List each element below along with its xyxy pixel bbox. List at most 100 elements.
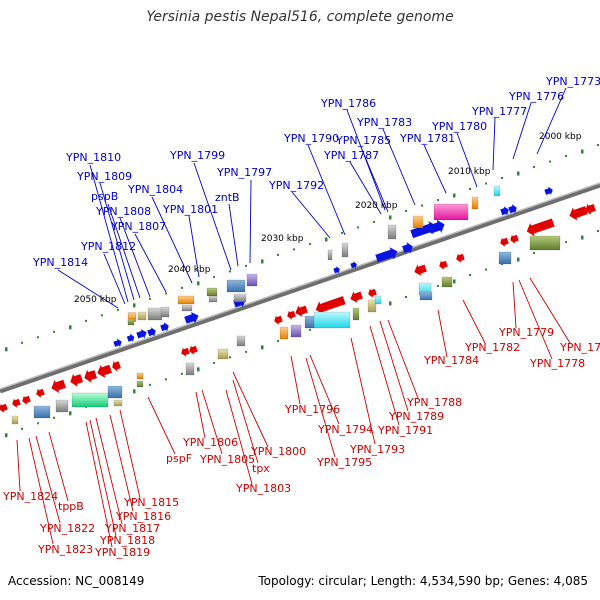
gene-label-bottom[interactable]: pspF — [166, 452, 192, 465]
gene-arrow — [456, 253, 465, 263]
gene-label-bottom[interactable]: YPN_1816 — [115, 510, 171, 523]
track-dot — [437, 284, 439, 287]
gene-label-bottom[interactable]: YPN_1800 — [250, 445, 306, 458]
gene-label-bottom[interactable]: YPN_1789 — [388, 410, 444, 423]
gene-box — [498, 251, 512, 265]
gene-box — [471, 196, 479, 210]
gene-label-bottom[interactable]: YPN_1806 — [182, 436, 238, 449]
gene-label-bottom[interactable]: YPN_1788 — [406, 396, 462, 409]
gene-label-bottom[interactable]: YPN_1796 — [284, 403, 340, 416]
leader-line-top — [512, 102, 532, 160]
gene-arrow — [22, 395, 31, 405]
gene-label-bottom[interactable]: YPN_1793 — [349, 443, 405, 456]
gene-label-top[interactable]: YPN_1785 — [335, 134, 391, 147]
gene-label-bottom[interactable]: YPN_1778 — [529, 357, 585, 370]
track-dot — [437, 198, 439, 201]
gene-label-bottom[interactable]: YPN_1819 — [94, 546, 150, 559]
track-dot — [565, 155, 567, 158]
gene-arrow-shape — [510, 234, 519, 244]
gene-label-top[interactable]: YPN_1773 — [545, 75, 600, 88]
gene-arrow-shape — [70, 373, 84, 387]
scale-tick-label: 2020 kbp — [355, 201, 398, 211]
gene-label-top[interactable]: YPN_1786 — [320, 97, 376, 110]
leader-line-bottom — [379, 320, 409, 412]
gene-label-top[interactable]: YPN_1776 — [508, 90, 564, 103]
leader-line-top — [107, 203, 141, 299]
gene-label-bottom[interactable]: YPN_1775 — [559, 341, 600, 354]
gene-label-top[interactable]: YPN_1814 — [32, 256, 88, 269]
gene-arrow — [126, 333, 135, 343]
gene-box — [127, 318, 135, 326]
gene-label-bottom[interactable]: tppB — [58, 500, 84, 513]
gene-arrow — [500, 237, 509, 247]
gene-label-top[interactable]: YPN_1808 — [95, 205, 151, 218]
track-dot — [373, 220, 375, 223]
gene-label-bottom[interactable]: YPN_1803 — [235, 482, 291, 495]
gene-box — [493, 185, 501, 197]
gene-label-bottom[interactable]: YPN_1791 — [377, 424, 433, 437]
gene-label-bottom[interactable]: YPN_1817 — [104, 522, 160, 535]
gene-label-top[interactable]: YPN_1807 — [110, 220, 166, 233]
gene-label-bottom[interactable]: YPN_1815 — [123, 496, 179, 509]
gene-box — [181, 304, 193, 312]
gene-arrow — [274, 315, 283, 325]
gene-label-top[interactable]: YPN_1799 — [169, 149, 225, 162]
scale-tick-label: 2040 kbp — [168, 265, 211, 275]
scale-tick-label: 2050 kbp — [74, 295, 117, 305]
gene-label-top[interactable]: YPN_1790 — [283, 132, 339, 145]
gene-label-top[interactable]: YPN_1780 — [431, 120, 487, 133]
track-dot — [565, 241, 567, 244]
gene-label-bottom[interactable]: YPN_1805 — [199, 453, 255, 466]
gene-label-bottom[interactable]: YPN_1823 — [37, 543, 93, 556]
gene-label-top[interactable]: YPN_1801 — [162, 203, 218, 216]
gene-arrow-shape — [428, 219, 445, 234]
gene-label-top[interactable]: YPN_1804 — [127, 183, 183, 196]
track-dot — [181, 372, 183, 375]
gene-label-top[interactable]: YPN_1781 — [399, 132, 455, 145]
gene-label-bottom[interactable]: YPN_1822 — [39, 522, 95, 535]
gene-label-bottom[interactable]: YPN_1794 — [317, 423, 373, 436]
genome-backbone-highlight — [0, 182, 600, 390]
gene-arrow — [569, 206, 588, 221]
leader-line-top — [382, 128, 416, 206]
gene-label-bottom[interactable]: YPN_1784 — [423, 354, 479, 367]
track-dot — [325, 237, 328, 242]
gene-label-top[interactable]: YPN_1792 — [268, 179, 324, 192]
track-dot — [229, 270, 231, 273]
gene-label-top[interactable]: pspB — [91, 190, 118, 203]
gene-label-top[interactable]: YPN_1797 — [216, 166, 272, 179]
leader-line-bottom — [95, 417, 123, 525]
track-dot — [181, 286, 183, 289]
gene-box — [352, 307, 360, 321]
gene-label-bottom[interactable]: YPN_1795 — [316, 456, 372, 469]
leader-line-top — [119, 217, 151, 298]
gene-box — [160, 306, 170, 318]
gene-label-bottom[interactable]: YPN_1782 — [464, 341, 520, 354]
gene-arrow-shape — [189, 345, 198, 355]
leader-line-bottom — [119, 409, 141, 499]
gene-arrow-shape — [544, 186, 553, 196]
leader-line-bottom — [28, 437, 54, 545]
leader-line-top — [536, 87, 567, 155]
gene-label-top[interactable]: YPN_1783 — [356, 116, 412, 129]
gene-label-bottom[interactable]: YPN_1779 — [498, 326, 554, 339]
gene-arrow — [184, 311, 199, 324]
gene-label-top[interactable]: zntB — [215, 191, 240, 204]
gene-label-top[interactable]: YPN_1777 — [471, 105, 527, 118]
track-dot — [69, 411, 72, 416]
leader-line-top — [291, 191, 331, 239]
leader-line-bottom — [232, 371, 269, 448]
gene-label-top[interactable]: YPN_1787 — [323, 149, 379, 162]
leader-line-top — [492, 117, 496, 171]
gene-label-top[interactable]: YPN_1812 — [80, 240, 136, 253]
gene-arrow — [36, 388, 45, 398]
gene-box — [55, 399, 69, 413]
gene-label-bottom[interactable]: YPN_1824 — [2, 490, 58, 503]
gene-label-top[interactable]: YPN_1809 — [76, 170, 132, 183]
gene-box — [529, 235, 561, 251]
gene-label-bottom[interactable]: YPN_1818 — [99, 534, 155, 547]
gene-label-top[interactable]: YPN_1810 — [65, 151, 121, 164]
gene-arrow — [97, 364, 112, 378]
gene-label-bottom[interactable]: tpx — [252, 462, 270, 475]
